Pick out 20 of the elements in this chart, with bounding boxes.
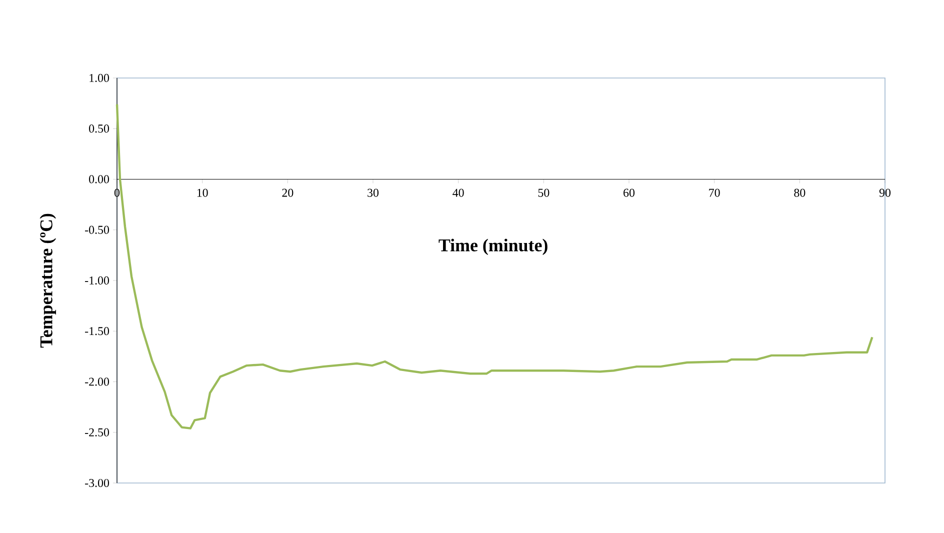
y-tick-label: -1.00 bbox=[85, 276, 110, 285]
x-tick-label: 10 bbox=[197, 188, 208, 197]
y-tick-label: -1.50 bbox=[85, 327, 110, 336]
x-tick-label: 30 bbox=[368, 188, 379, 197]
x-tick-label: 90 bbox=[879, 188, 891, 197]
y-tick-label: -2.00 bbox=[85, 378, 110, 386]
x-tick-label: 20 bbox=[282, 188, 294, 197]
y-tick-label: -2.50 bbox=[85, 428, 110, 436]
x-tick-label: 40 bbox=[452, 188, 464, 197]
y-axis-title: Temperature (ºC) bbox=[40, 214, 56, 348]
x-tick-label: 70 bbox=[709, 188, 720, 197]
y-tick-label: 0.50 bbox=[89, 124, 110, 133]
y-tick-label: -3.00 bbox=[85, 478, 110, 488]
y-tick-label: 0.00 bbox=[89, 175, 110, 184]
y-tick-label: 1.00 bbox=[90, 74, 110, 82]
x-tick-label: 60 bbox=[624, 188, 635, 197]
y-tick-label: -0.50 bbox=[85, 226, 110, 234]
x-axis-title: Time (minute) bbox=[438, 238, 548, 256]
x-tick-label: 80 bbox=[794, 188, 806, 197]
x-tick-label: 50 bbox=[538, 188, 550, 197]
